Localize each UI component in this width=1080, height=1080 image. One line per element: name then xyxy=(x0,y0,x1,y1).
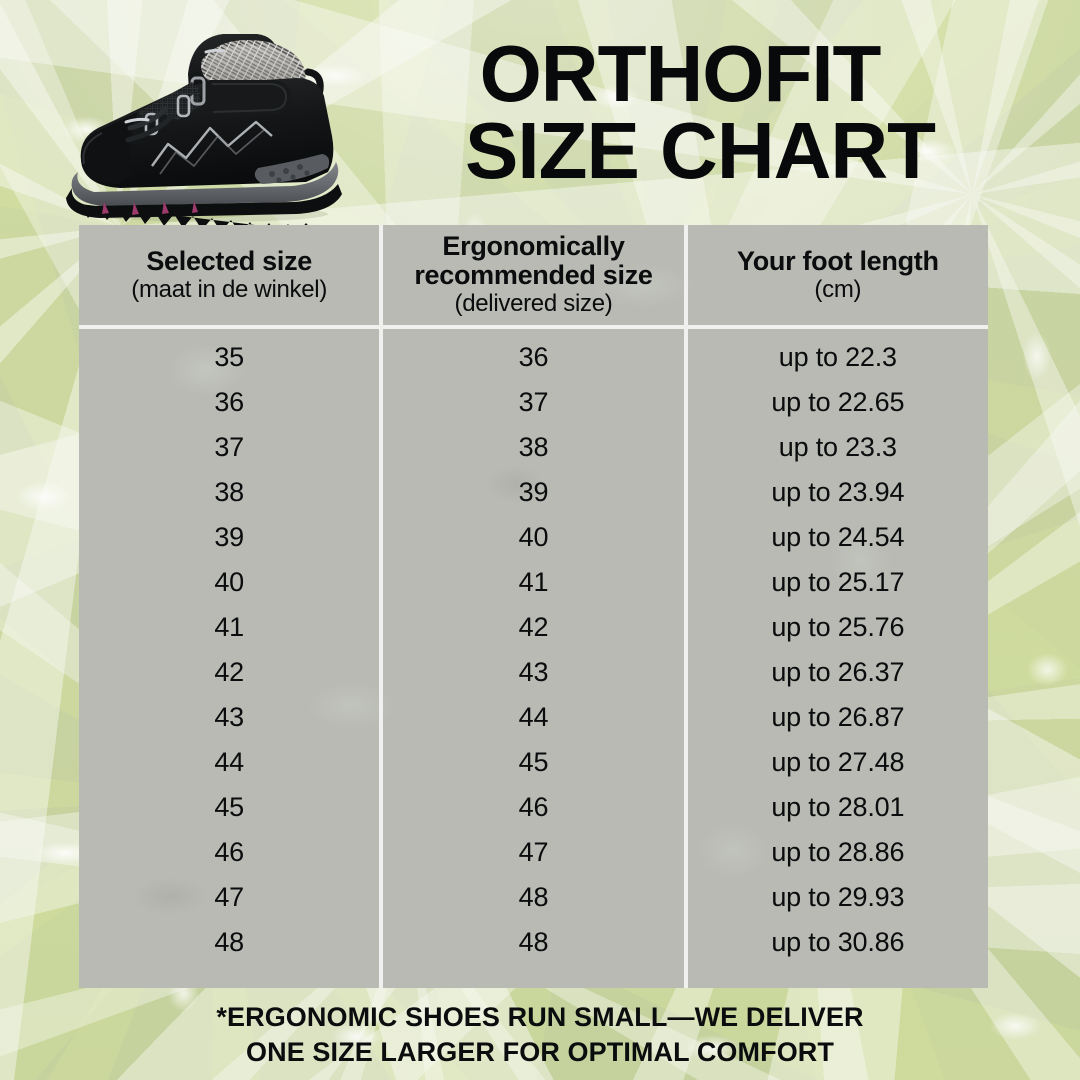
cell-foot-length: up to 28.86 xyxy=(771,837,905,867)
footer-line-1: *ERGONOMIC SHOES RUN SMALL—WE DELIVER xyxy=(216,1002,864,1032)
page-title: ORTHOFIT SIZE CHART xyxy=(380,29,980,195)
column-header-foot-length: Your foot length (cm) xyxy=(687,225,988,329)
cell-recommended-size: 48 xyxy=(518,927,549,957)
cell-selected-size: 47 xyxy=(214,882,244,912)
cell-foot-length: up to 26.87 xyxy=(771,702,905,732)
cell-selected-size: 38 xyxy=(214,477,244,507)
cell-recommended-size: 38 xyxy=(518,432,549,462)
size-chart-table: Selected size (maat in de winkel) 35 36 … xyxy=(79,225,988,988)
cell-selected-size: 43 xyxy=(214,702,244,732)
footer-line-2: ONE SIZE LARGER FOR OPTIMAL COMFORT xyxy=(246,1036,834,1067)
cell-selected-size: 44 xyxy=(214,747,244,777)
column-header-selected-size: Selected size (maat in de winkel) xyxy=(79,225,380,329)
cell-selected-size: 46 xyxy=(214,837,244,867)
product-image-boot xyxy=(60,16,360,228)
cell-recommended-size: 40 xyxy=(518,522,549,552)
column-body-recommended-size: 36 37 38 39 40 41 42 43 44 45 46 47 48 4… xyxy=(383,329,683,988)
cell-foot-length: up to 23.3 xyxy=(778,432,897,462)
header-sub-foot-length: (cm) xyxy=(814,276,862,304)
cell-recommended-size: 37 xyxy=(518,387,549,417)
title-line-1: ORTHOFIT xyxy=(479,29,882,118)
cell-recommended-size: 47 xyxy=(518,837,549,867)
cell-recommended-size: 45 xyxy=(518,747,549,777)
cell-selected-size: 42 xyxy=(214,657,244,687)
column-body-foot-length: up to 22.3 up to 22.65 up to 23.3 up to … xyxy=(688,329,988,988)
header-sub-recommended-size: (delivered size) xyxy=(454,290,613,318)
title-line-2: SIZE CHART xyxy=(465,105,936,195)
header-main-selected-size: Selected size xyxy=(146,245,313,276)
column-body-selected-size: 35 36 37 38 39 40 41 42 43 44 45 46 47 4… xyxy=(79,329,379,988)
cell-selected-size: 35 xyxy=(214,342,244,372)
column-header-recommended-size: Ergonomically recommended size (delivere… xyxy=(383,225,684,329)
cell-foot-length: up to 22.3 xyxy=(778,342,897,372)
column-foot-length: Your foot length (cm) up to 22.3 up to 2… xyxy=(683,225,988,988)
cell-selected-size: 39 xyxy=(214,522,244,552)
cell-recommended-size: 41 xyxy=(518,567,549,597)
cell-foot-length: up to 22.65 xyxy=(771,387,905,417)
cell-recommended-size: 48 xyxy=(518,882,549,912)
cell-foot-length: up to 23.94 xyxy=(771,477,905,507)
cell-foot-length: up to 25.76 xyxy=(771,612,905,642)
cell-recommended-size: 43 xyxy=(518,657,549,687)
cell-foot-length: up to 25.17 xyxy=(771,567,905,597)
cell-recommended-size: 36 xyxy=(518,342,549,372)
cell-foot-length: up to 27.48 xyxy=(771,747,905,777)
cell-selected-size: 48 xyxy=(214,927,244,957)
cell-selected-size: 40 xyxy=(214,567,244,597)
cell-foot-length: up to 26.37 xyxy=(771,657,905,687)
cell-recommended-size: 44 xyxy=(518,702,549,732)
column-selected-size: Selected size (maat in de winkel) 35 36 … xyxy=(79,225,380,988)
cell-recommended-size: 46 xyxy=(518,792,549,822)
header-sub-selected-size: (maat in de winkel) xyxy=(131,276,328,304)
cell-foot-length: up to 29.93 xyxy=(771,882,905,912)
cell-foot-length: up to 24.54 xyxy=(771,522,905,552)
cell-foot-length: up to 28.01 xyxy=(771,792,905,822)
cell-foot-length: up to 30.86 xyxy=(771,927,905,957)
cell-selected-size: 37 xyxy=(214,432,244,462)
cell-selected-size: 36 xyxy=(214,387,244,417)
cell-recommended-size: 42 xyxy=(518,612,549,642)
column-recommended-size: Ergonomically recommended size (delivere… xyxy=(379,225,684,988)
cell-selected-size: 45 xyxy=(214,792,244,822)
header-main-foot-length: Your foot length xyxy=(736,245,939,276)
header-main-recommended-size: Ergonomically recommended size xyxy=(414,231,653,290)
cell-selected-size: 41 xyxy=(214,612,244,642)
cell-recommended-size: 39 xyxy=(518,477,549,507)
footer-note: *ERGONOMIC SHOES RUN SMALL—WE DELIVER ON… xyxy=(0,1000,1080,1069)
